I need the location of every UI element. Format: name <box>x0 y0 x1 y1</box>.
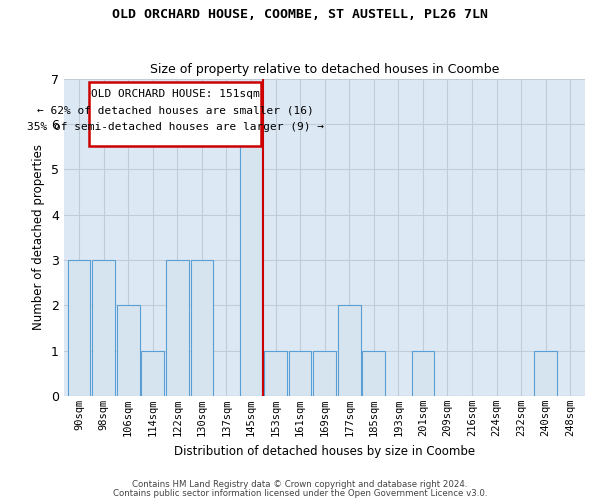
Bar <box>313 350 336 396</box>
Bar <box>338 305 361 396</box>
Text: 35% of semi-detached houses are larger (9) →: 35% of semi-detached houses are larger (… <box>27 122 324 132</box>
Text: Contains public sector information licensed under the Open Government Licence v3: Contains public sector information licen… <box>113 489 487 498</box>
Bar <box>240 124 262 396</box>
Bar <box>117 305 140 396</box>
Bar <box>166 260 188 396</box>
Bar <box>142 350 164 396</box>
Text: Contains HM Land Registry data © Crown copyright and database right 2024.: Contains HM Land Registry data © Crown c… <box>132 480 468 489</box>
Bar <box>68 260 91 396</box>
Bar <box>92 260 115 396</box>
Bar <box>191 260 213 396</box>
X-axis label: Distribution of detached houses by size in Coombe: Distribution of detached houses by size … <box>174 444 475 458</box>
Bar <box>362 350 385 396</box>
Bar <box>412 350 434 396</box>
Bar <box>289 350 311 396</box>
Text: OLD ORCHARD HOUSE: 151sqm: OLD ORCHARD HOUSE: 151sqm <box>91 90 260 100</box>
FancyBboxPatch shape <box>89 82 262 146</box>
Title: Size of property relative to detached houses in Coombe: Size of property relative to detached ho… <box>150 63 499 76</box>
Bar <box>535 350 557 396</box>
Text: OLD ORCHARD HOUSE, COOMBE, ST AUSTELL, PL26 7LN: OLD ORCHARD HOUSE, COOMBE, ST AUSTELL, P… <box>112 8 488 20</box>
Y-axis label: Number of detached properties: Number of detached properties <box>32 144 45 330</box>
Text: ← 62% of detached houses are smaller (16): ← 62% of detached houses are smaller (16… <box>37 106 314 116</box>
Bar <box>264 350 287 396</box>
